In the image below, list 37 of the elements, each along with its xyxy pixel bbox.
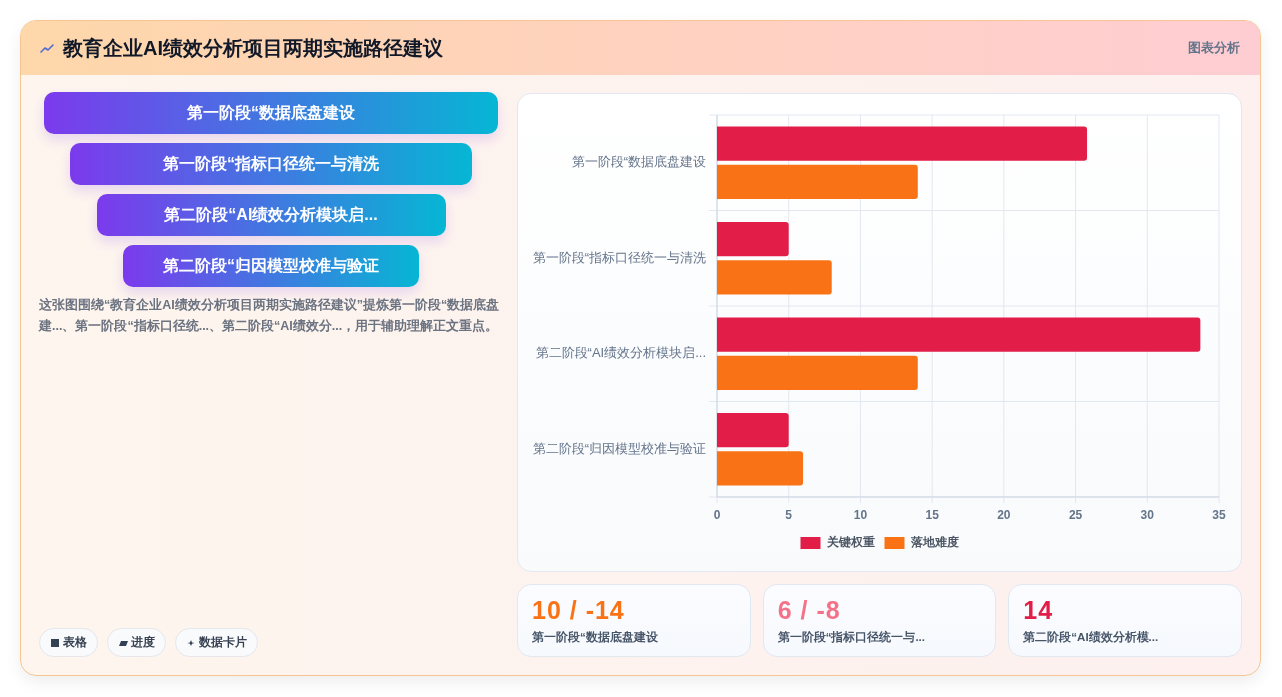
- y-tick-label: 第二阶段“归因模型校准与验证: [532, 440, 706, 456]
- bar: [717, 451, 804, 486]
- x-tick-label: 5: [785, 508, 793, 523]
- legend-label: 落地难度: [909, 535, 959, 550]
- text: 数据卡片: [199, 635, 247, 650]
- text: 这张图围绕“教育企业AI绩效分析项目两期实施路径建议”提炼第一阶段“数据底盘建...、第一阶段“指标口径统...、第二阶段“AI绩效分...，用于辅助理解正文重点。: [39, 296, 501, 335]
- category-label: 第一阶段“指标口径统一与清洗: [70, 143, 472, 185]
- category-label: 第二阶段“AI绩效分析模...: [1023, 630, 1159, 645]
- x-tick-label: 0: [713, 508, 721, 523]
- text: 进度: [131, 634, 155, 650]
- bar: [717, 412, 789, 448]
- text: 图表分析: [1188, 39, 1240, 57]
- category-label: 第二阶段“归因模型校准与验证: [122, 245, 420, 287]
- bar: [717, 355, 918, 391]
- category-label: 第二阶段“AI绩效分析模块启...: [96, 194, 446, 236]
- category-label: 第一阶段“数据底盘建设: [44, 92, 498, 134]
- x-tick-label: 30: [1140, 508, 1155, 523]
- bar: [717, 164, 918, 200]
- category-label: 第一阶段“指标口径统一与...: [777, 629, 925, 645]
- y-tick-label: 第二阶段“AI绩效分析模块启...: [535, 345, 706, 361]
- x-tick-label: 35: [1212, 508, 1226, 523]
- bar: [717, 317, 1201, 352]
- y-tick-label: 第一阶段“数据底盘建设: [571, 154, 706, 170]
- text: 表格: [63, 635, 87, 650]
- text: 教育企业AI绩效分析项目两期实施路径建议: [63, 36, 443, 61]
- x-tick-label: 15: [925, 508, 940, 523]
- text: 10 / -14: [532, 596, 625, 624]
- text: 14: [1023, 596, 1054, 624]
- x-tick-label: 10: [853, 508, 868, 523]
- text: 6 / -8: [777, 596, 841, 624]
- legend-label: 关键权重: [825, 535, 875, 549]
- y-tick-label: 第一阶段“指标口径统一与清洗: [532, 249, 706, 265]
- x-tick-label: 20: [997, 508, 1011, 523]
- bar: [717, 260, 832, 295]
- bar: [717, 126, 1088, 161]
- bar: [717, 221, 789, 257]
- x-tick-label: 25: [1068, 508, 1083, 523]
